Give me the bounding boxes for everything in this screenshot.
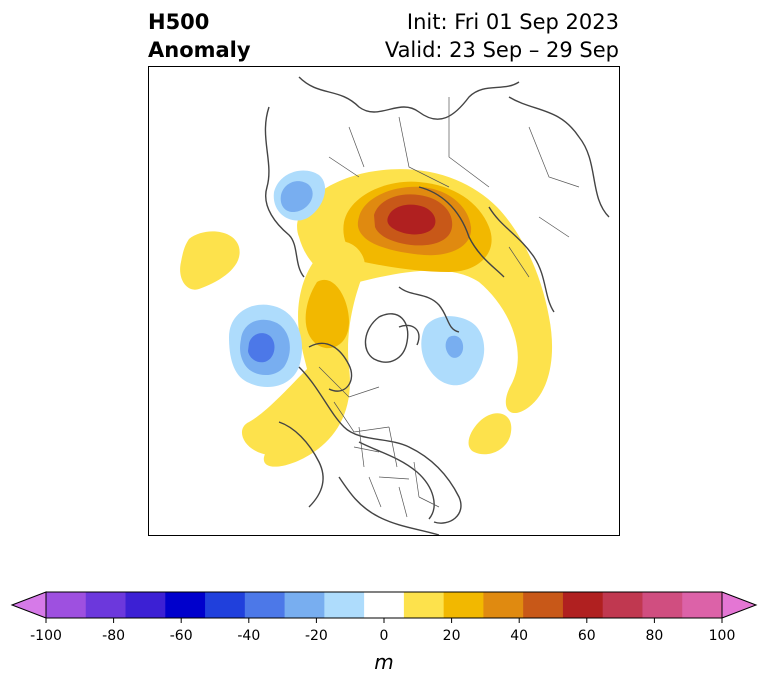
colorbar-tick-label: -40 [237,628,261,644]
colorbar-segment [244,592,286,618]
colorbar-segment [483,592,524,618]
valid-range: Valid: 23 Sep – 29 Sep [384,38,619,62]
negative-anomaly-gulf-alaska-40 [248,333,275,363]
colorbar-segment [364,592,405,618]
negative-anomaly-asia-20 [280,181,313,213]
map-canvas [180,76,610,535]
positive-anomaly-na-west [241,365,336,456]
map-title: H500 Anomaly [148,8,251,64]
title-line-2: Anomaly [148,38,251,62]
colorbar-segment [85,592,127,618]
colorbar-tick-label: 100 [708,628,736,644]
colorbar-tick-label: 60 [577,628,596,644]
colorbar-segment [523,592,564,618]
coastlines [264,76,610,535]
negative-anomaly-siberia-30 [445,335,464,358]
title-line-1: H500 [148,10,210,34]
colorbar-segment [205,592,246,618]
positive-anomaly-eurasia-60 [387,204,436,235]
positive-anomaly-atlantic-20 [305,279,349,349]
colorbar-segment [602,592,643,618]
colorbar-tick-label: -20 [304,628,328,644]
colorbar-tick-label: -60 [169,628,193,644]
colorbar-segment [284,592,325,618]
colorbar-unit: m [374,650,394,674]
init-date: Init: Fri 01 Sep 2023 [406,10,619,34]
colorbar-tick-label: -100 [30,628,62,644]
positive-anomaly-pacific-small [468,413,512,455]
colorbar-extend-high [721,591,758,619]
colorbar-segment [46,592,87,618]
borders [318,97,580,518]
colorbar-tick-label: 40 [510,628,529,644]
colorbar-tick-label: 20 [442,628,461,644]
positive-anomaly-atlantic-small [180,231,240,290]
colorbar-segment [642,592,683,618]
anomaly-map [148,66,620,536]
colorbar-segment [682,592,723,618]
colorbar-segment [562,592,604,618]
colorbar-segment [443,592,484,618]
colorbar-segment [403,592,445,618]
colorbar-tick-label: -80 [102,628,126,644]
colorbar [10,591,758,623]
date-info: Init: Fri 01 Sep 2023 Valid: 23 Sep – 29… [385,8,619,64]
colorbar-tick-label: 0 [379,628,389,644]
colorbar-tick-label: 80 [645,628,664,644]
colorbar-segment [324,592,365,618]
colorbar-extend-low [10,591,47,619]
colorbar-segment [125,592,166,618]
colorbar-segment [165,592,206,618]
